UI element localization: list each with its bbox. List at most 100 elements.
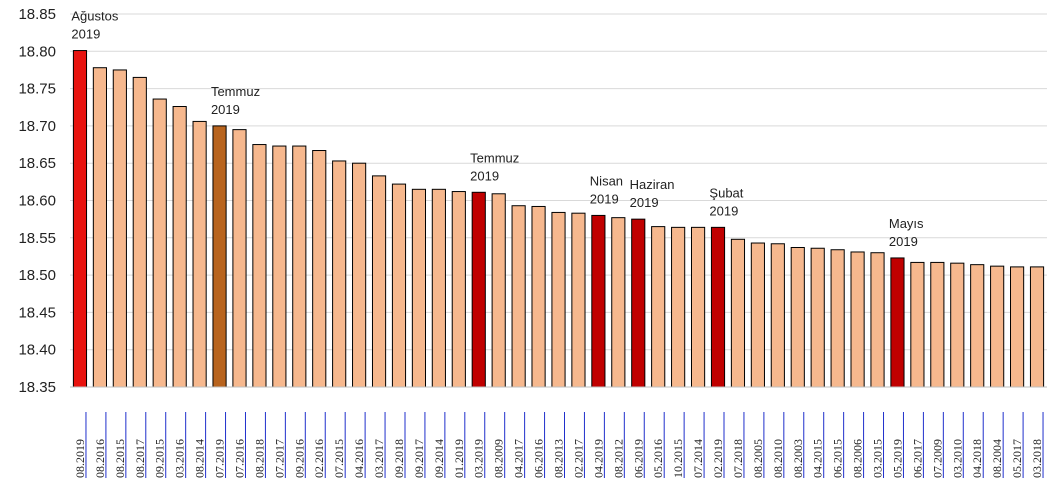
- y-tick-label: 18.35: [18, 379, 56, 396]
- svg-text:08.2012: 08.2012: [611, 439, 625, 478]
- x-tick-label: 03.2016: [173, 412, 187, 478]
- x-tick-label: 08.2014: [193, 412, 207, 478]
- bar-03.2015: [870, 252, 885, 388]
- x-tick-label: 09.2015: [153, 412, 167, 478]
- svg-text:05.2017: 05.2017: [1010, 439, 1024, 478]
- bar-10.2015: [671, 226, 686, 388]
- bar-02.2016: [312, 150, 327, 388]
- y-tick-label: 18.70: [18, 118, 56, 135]
- svg-text:04.2017: 04.2017: [512, 439, 526, 478]
- x-tick-label: 06.2015: [831, 412, 845, 478]
- annotation-label: 2019: [71, 27, 100, 42]
- svg-text:03.2017: 03.2017: [372, 439, 386, 478]
- bar-03.2017: [371, 175, 387, 388]
- svg-text:03.2010: 03.2010: [950, 439, 964, 478]
- svg-text:08.2004: 08.2004: [990, 439, 1004, 478]
- svg-text:09.2014: 09.2014: [432, 439, 446, 478]
- svg-text:06.2017: 06.2017: [910, 439, 924, 478]
- bar-06.2017: [910, 261, 925, 388]
- bar-02.2017: [571, 212, 586, 388]
- bar-04.2019: [591, 214, 606, 388]
- svg-text:08.2017: 08.2017: [133, 439, 147, 478]
- svg-text:10.2015: 10.2015: [671, 439, 685, 478]
- bar-07.2018: [730, 238, 746, 388]
- x-tick-label: 02.2017: [571, 412, 585, 478]
- bar-08.2006: [850, 251, 865, 388]
- x-tick-label: 04.2018: [970, 412, 984, 478]
- svg-text:08.2005: 08.2005: [751, 439, 765, 478]
- svg-text:08.2010: 08.2010: [771, 439, 785, 478]
- svg-text:09.2016: 09.2016: [292, 439, 306, 478]
- x-tick-label: 02.2016: [312, 412, 326, 478]
- x-axis-tick-labels: 08.2019 08.2016 08.2015 08.2017 09.2015 03.20…: [73, 412, 1044, 478]
- svg-text:06.2015: 06.2015: [831, 439, 845, 478]
- svg-text:04.2015: 04.2015: [811, 439, 825, 478]
- x-tick-label: 08.2013: [552, 412, 566, 478]
- x-tick-label: 03.2018: [1030, 412, 1044, 478]
- bar-07.2016: [232, 129, 247, 388]
- y-tick-label: 18.80: [18, 43, 56, 60]
- svg-text:09.2017: 09.2017: [412, 439, 426, 478]
- bar-08.2019: [72, 50, 88, 388]
- x-tick-label: 09.2018: [392, 412, 406, 478]
- svg-text:08.2019: 08.2019: [73, 439, 87, 478]
- svg-text:07.2009: 07.2009: [930, 439, 944, 478]
- svg-text:08.2018: 08.2018: [252, 439, 266, 478]
- y-tick-label: 18.65: [18, 155, 56, 172]
- svg-text:07.2017: 07.2017: [272, 439, 286, 478]
- annotation-label: 2019: [590, 191, 619, 206]
- x-tick-label: 08.2019: [73, 412, 87, 478]
- x-tick-label: 03.2010: [950, 412, 964, 478]
- bar-07.2015: [332, 160, 347, 388]
- x-tick-label: 07.2017: [272, 412, 286, 478]
- svg-text:06.2019: 06.2019: [631, 439, 645, 478]
- bar-08.2018: [252, 144, 267, 388]
- bar-08.2013: [551, 211, 566, 388]
- y-tick-label: 18.75: [18, 81, 56, 98]
- svg-text:05.2019: 05.2019: [890, 439, 904, 478]
- x-tick-label: 08.2003: [791, 412, 805, 478]
- svg-text:08.2016: 08.2016: [93, 439, 107, 478]
- annotation-label: 2019: [709, 203, 738, 218]
- bar-annotations: Ağustos 2019 Temmuz 2019 Temmuz 2019 Nisan 2019…: [71, 9, 924, 249]
- x-tick-label: 05.2017: [1010, 412, 1024, 478]
- svg-text:08.2014: 08.2014: [193, 439, 207, 478]
- annotation-label: Temmuz: [470, 150, 519, 165]
- bar-06.2015: [830, 249, 845, 388]
- x-tick-label: 05.2016: [651, 412, 665, 478]
- y-tick-label: 18.55: [18, 230, 56, 247]
- bar-09.2015: [152, 98, 167, 388]
- bar-03.2010: [950, 262, 965, 388]
- annotation-label: Nisan: [590, 173, 623, 188]
- x-tick-label: 08.2015: [113, 412, 127, 478]
- svg-text:01.2019: 01.2019: [452, 439, 466, 478]
- y-axis-tick-labels: 18.35 18.40 18.45 18.50 18.55 18.60 18.65 18.70…: [18, 6, 56, 396]
- annotation-label: Mayıs: [889, 216, 924, 231]
- bar-03.2018: [1029, 266, 1045, 388]
- bar-04.2018: [970, 264, 985, 388]
- bar-01.2019: [451, 191, 466, 388]
- bar-07.2017: [272, 145, 287, 388]
- x-tick-label: 08.2018: [252, 412, 266, 478]
- svg-text:08.2003: 08.2003: [791, 439, 805, 478]
- x-tick-label: 09.2016: [292, 412, 306, 478]
- x-tick-label: 02.2019: [711, 412, 725, 478]
- bar-05.2019: [890, 257, 905, 388]
- svg-text:07.2019: 07.2019: [213, 439, 227, 478]
- svg-text:03.2015: 03.2015: [871, 439, 885, 478]
- x-tick-label: 07.2016: [232, 412, 246, 478]
- bar-08.2005: [750, 242, 765, 388]
- x-tick-label: 06.2019: [631, 412, 645, 478]
- bar-08.2003: [790, 246, 805, 388]
- bar-04.2016: [352, 162, 367, 388]
- bar-05.2017: [1010, 266, 1025, 388]
- bar-08.2014: [192, 120, 207, 388]
- svg-text:07.2018: 07.2018: [731, 439, 745, 478]
- bar-09.2014: [431, 188, 446, 388]
- svg-text:04.2016: 04.2016: [352, 439, 366, 478]
- bar-08.2015: [112, 69, 127, 388]
- bar-06.2019: [631, 218, 646, 388]
- annotation-label: Şubat: [709, 185, 743, 200]
- bar-09.2017: [411, 188, 427, 388]
- svg-text:08.2006: 08.2006: [851, 439, 865, 478]
